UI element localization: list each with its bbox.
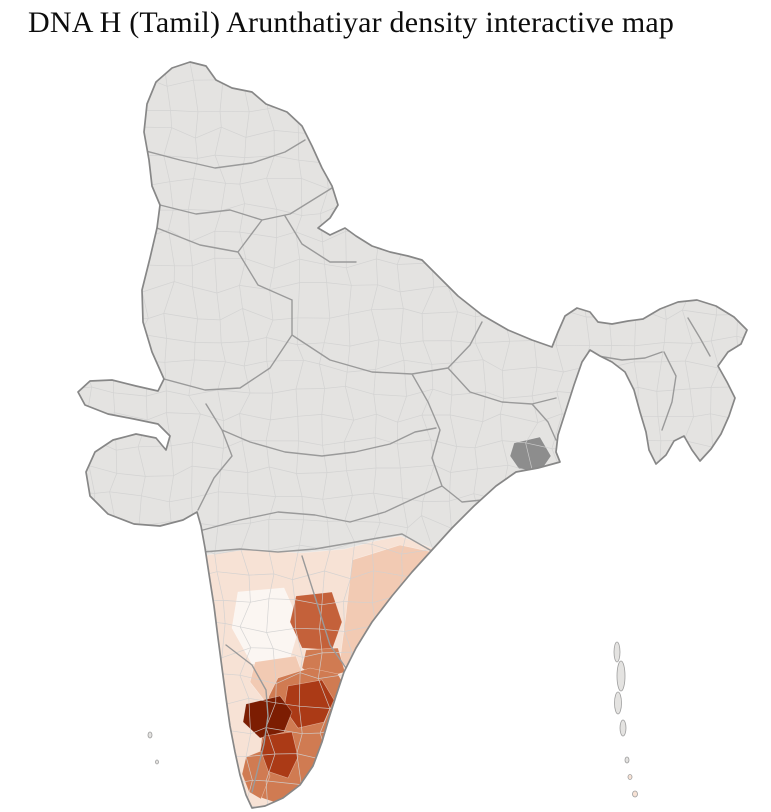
page-title: DNA H (Tamil) Arunthatiyar density inter…: [28, 6, 675, 39]
island[interactable]: [624, 756, 630, 764]
island[interactable]: [616, 660, 626, 692]
island[interactable]: [619, 719, 627, 737]
island[interactable]: [632, 790, 638, 798]
island[interactable]: [627, 774, 633, 780]
islands: [147, 641, 638, 798]
island[interactable]: [155, 759, 159, 765]
state-borders: [141, 139, 711, 793]
national-border: [77, 61, 748, 809]
island[interactable]: [614, 691, 622, 715]
island[interactable]: [147, 731, 153, 739]
island[interactable]: [613, 641, 621, 663]
